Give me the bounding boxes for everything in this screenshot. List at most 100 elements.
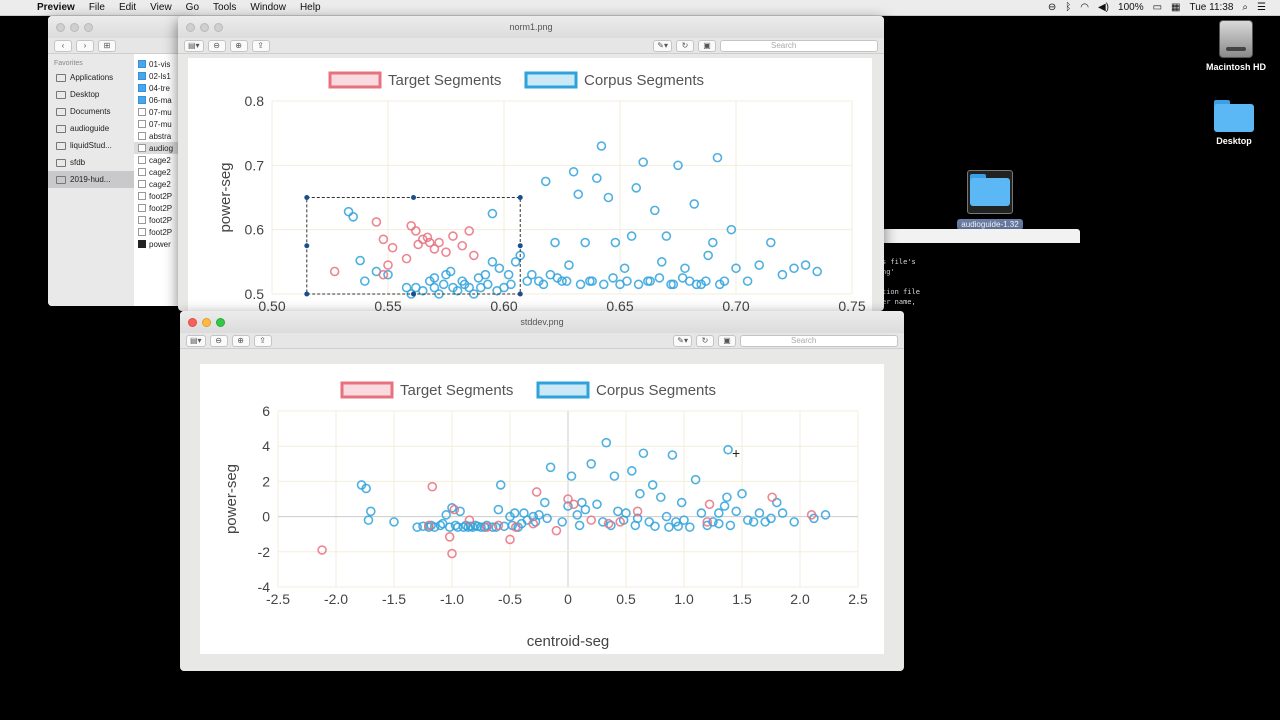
list-item[interactable]: 06-ma xyxy=(134,94,188,106)
list-item[interactable]: cage2 xyxy=(134,166,188,178)
back-button[interactable]: ‹ xyxy=(54,39,72,52)
preview-titlebar[interactable]: norm1.png xyxy=(178,16,884,38)
target-point xyxy=(429,244,440,254)
sidebar-item[interactable]: audioguide xyxy=(48,120,134,137)
toolbox-button[interactable]: ▣ xyxy=(718,334,736,347)
corpus-point xyxy=(707,237,718,248)
x-tick-label: 0.55 xyxy=(374,298,401,311)
legend-swatch xyxy=(328,71,382,89)
search-field[interactable]: Search xyxy=(740,334,898,347)
close-button[interactable] xyxy=(186,22,195,32)
macintosh-hd-icon[interactable]: Macintosh HD xyxy=(1196,20,1276,72)
flag-icon[interactable]: ▦ xyxy=(1171,2,1181,13)
corpus-point xyxy=(455,506,465,517)
zoom-out-button[interactable]: ⊖ xyxy=(207,39,226,52)
wifi-icon[interactable]: ◠ xyxy=(1080,2,1089,13)
zoom-button[interactable] xyxy=(214,22,223,32)
list-item[interactable]: foot2P xyxy=(134,226,188,238)
sidebar-toggle-button[interactable]: ▤▾ xyxy=(184,39,204,52)
menu-app-name[interactable]: Preview xyxy=(37,2,75,13)
zoom-button[interactable] xyxy=(216,317,225,327)
corpus-point xyxy=(492,285,502,296)
zoom-out-button[interactable]: ⊖ xyxy=(209,334,228,347)
search-field[interactable]: Search xyxy=(720,39,878,52)
finder-titlebar[interactable] xyxy=(48,16,188,38)
target-point xyxy=(481,522,492,532)
sidebar-toggle-button[interactable]: ▤▾ xyxy=(186,334,206,347)
sidebar-item[interactable]: sfdb xyxy=(48,154,134,171)
terminal-line xyxy=(882,307,1080,317)
list-item[interactable]: foot2P xyxy=(134,214,188,226)
list-item[interactable]: cage2 xyxy=(134,154,188,166)
minimize-button[interactable] xyxy=(202,317,211,327)
battery-percent[interactable]: 100% xyxy=(1118,2,1144,13)
volume-icon[interactable]: ◀) xyxy=(1097,2,1110,13)
list-item[interactable]: 07-mu xyxy=(134,118,188,130)
menu-view[interactable]: View xyxy=(150,2,172,13)
sidebar-item[interactable]: Applications xyxy=(48,69,134,86)
terminal-line xyxy=(882,277,1080,287)
rotate-button[interactable]: ↻ xyxy=(676,39,694,52)
menu-file[interactable]: File xyxy=(88,2,105,13)
file-name: 06-ma xyxy=(149,95,172,105)
sidebar-item[interactable]: 2019-hud... xyxy=(48,171,134,188)
list-item[interactable]: 04-tre xyxy=(134,82,188,94)
corpus-point xyxy=(343,206,354,217)
battery-icon[interactable]: ▭ xyxy=(1152,2,1163,13)
list-item[interactable]: cage2 xyxy=(134,178,188,190)
list-item[interactable]: power xyxy=(134,238,188,250)
menu-help[interactable]: Help xyxy=(299,2,321,13)
close-button[interactable] xyxy=(188,317,197,327)
zoom-in-button[interactable]: ⊕ xyxy=(231,334,250,347)
close-button[interactable] xyxy=(56,22,65,32)
corpus-point xyxy=(580,237,591,248)
desktop-folder-icon[interactable]: Desktop xyxy=(1194,100,1274,146)
search-icon[interactable]: ⌕ xyxy=(1242,2,1249,13)
target-point xyxy=(806,510,817,520)
corpus-point xyxy=(800,260,811,270)
terminal-output[interactable]: s file's ng' tion file er name, ve: xyxy=(882,243,1080,347)
menu-go[interactable]: Go xyxy=(185,2,200,13)
sidebar-item[interactable]: Documents xyxy=(48,103,134,120)
view-mode-button[interactable]: ⊞ xyxy=(98,39,116,52)
list-item[interactable]: foot2P xyxy=(134,202,188,214)
target-point xyxy=(434,237,444,248)
share-button[interactable]: ⇪ xyxy=(253,334,272,347)
minimize-button[interactable] xyxy=(70,22,79,32)
menu-tools[interactable]: Tools xyxy=(213,2,237,13)
list-item[interactable]: audiog xyxy=(134,142,188,154)
x-tick-label: -2.5 xyxy=(266,591,290,607)
file-name: cage2 xyxy=(149,155,171,165)
image-canvas: Target Segments Corpus Segments 0.50 0.55 0.… xyxy=(188,58,872,311)
menu-window[interactable]: Window xyxy=(250,2,286,13)
zoom-button[interactable] xyxy=(84,22,93,32)
toolbox-button[interactable]: ▣ xyxy=(698,39,716,52)
bluetooth-icon[interactable]: ᛒ xyxy=(1065,2,1072,13)
list-item[interactable]: 07-mu xyxy=(134,106,188,118)
list-item[interactable]: 02-ls1 xyxy=(134,70,188,82)
terminal-titlebar[interactable] xyxy=(882,229,1080,243)
sidebar-item[interactable]: liquidStud... xyxy=(48,137,134,154)
list-item[interactable]: 01-vis xyxy=(134,58,188,70)
audioguide-folder[interactable]: audioguide-1.32 xyxy=(955,170,1025,232)
markup-button[interactable]: ✎▾ xyxy=(653,39,672,52)
forward-button[interactable]: › xyxy=(76,39,94,52)
y-axis-label: power-seg xyxy=(217,162,234,232)
share-button[interactable]: ⇪ xyxy=(251,39,270,52)
document-icon xyxy=(138,216,146,224)
zoom-in-button[interactable]: ⊕ xyxy=(229,39,248,52)
sidebar-item[interactable]: Desktop xyxy=(48,86,134,103)
corpus-point xyxy=(348,212,358,222)
minimize-button[interactable] xyxy=(200,22,209,32)
preview-titlebar[interactable]: stddev.png xyxy=(180,311,904,333)
list-item[interactable]: abstra xyxy=(134,130,188,142)
clock[interactable]: Tue 11:38 xyxy=(1189,2,1234,13)
list-item[interactable]: foot2P xyxy=(134,190,188,202)
notification-center-icon[interactable]: ☰ xyxy=(1257,2,1266,13)
corpus-point xyxy=(677,273,688,283)
do-not-disturb-icon[interactable]: ⊖ xyxy=(1047,2,1057,13)
rotate-button[interactable]: ↻ xyxy=(696,334,714,347)
menu-edit[interactable]: Edit xyxy=(118,2,137,13)
corpus-point xyxy=(401,282,412,293)
markup-button[interactable]: ✎▾ xyxy=(673,334,692,347)
